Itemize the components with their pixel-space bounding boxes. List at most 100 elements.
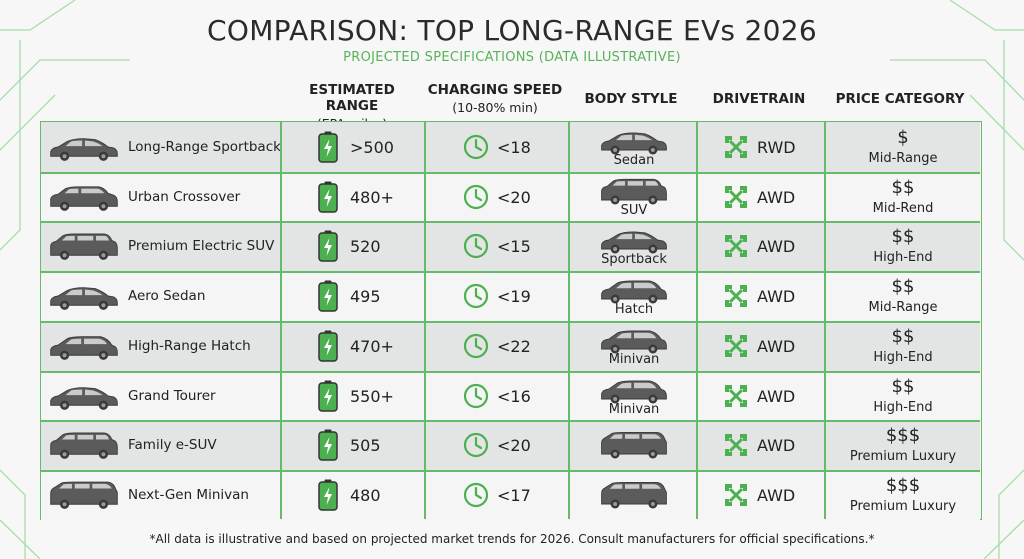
price-symbol: $ xyxy=(897,127,909,148)
range-value: 550+ xyxy=(350,386,394,406)
car-icon xyxy=(47,122,121,172)
car-icon xyxy=(47,470,121,520)
header-charging-title: CHARGING SPEED xyxy=(427,82,563,98)
price-category: Mid-Rend xyxy=(872,201,934,216)
body-style-icon xyxy=(598,420,670,470)
body-style-icon xyxy=(598,116,670,166)
charging-value: <18 xyxy=(497,137,531,157)
body-style-icon xyxy=(598,166,670,216)
body-style-icon xyxy=(598,265,670,315)
clock-icon xyxy=(463,470,489,520)
range-value: 495 xyxy=(350,286,381,306)
model-name: Premium Electric SUV xyxy=(128,238,275,254)
charging-value: <22 xyxy=(497,336,531,356)
price-category: Mid-Range xyxy=(868,300,938,315)
row-divider xyxy=(41,221,980,223)
price-symbol: $$ xyxy=(891,226,915,247)
range-value: 470+ xyxy=(350,336,394,356)
column-divider xyxy=(280,122,282,519)
header-body-title: BODY STYLE xyxy=(584,91,678,107)
price-category: High-End xyxy=(873,250,933,265)
battery-icon xyxy=(318,470,338,520)
body-style-label: Sedan xyxy=(613,153,655,168)
battery-icon xyxy=(318,420,338,470)
drivetrain-value: AWD xyxy=(757,236,796,256)
clock-icon xyxy=(463,321,489,371)
table-row: Grand Tourer 550+ <16 Minivan AWD $$ Hig… xyxy=(41,371,980,421)
drivetrain-icon xyxy=(724,321,748,371)
drivetrain-icon xyxy=(724,420,748,470)
clock-icon xyxy=(463,420,489,470)
price-symbol: $$ xyxy=(891,326,915,347)
drivetrain-icon xyxy=(724,122,748,172)
column-divider xyxy=(568,122,570,519)
clock-icon xyxy=(463,122,489,172)
body-style-label: Sportback xyxy=(601,252,667,267)
range-value: 480+ xyxy=(350,187,394,207)
drivetrain-value: RWD xyxy=(757,137,796,157)
price-symbol: $$$ xyxy=(885,475,921,496)
car-icon xyxy=(47,371,121,421)
drivetrain-value: AWD xyxy=(757,386,796,406)
body-style-label: SUV xyxy=(620,203,648,218)
header-price-title: PRICE CATEGORY xyxy=(835,91,965,107)
price-symbol: $$ xyxy=(891,276,915,297)
model-name: Family e-SUV xyxy=(128,437,217,453)
charging-value: <17 xyxy=(497,485,531,505)
clock-icon xyxy=(463,221,489,271)
row-divider xyxy=(41,420,980,422)
price-category: Premium Luxury xyxy=(849,449,957,464)
clock-icon xyxy=(463,172,489,222)
header-body: BODY STYLE xyxy=(569,91,693,107)
battery-icon xyxy=(318,122,338,172)
clock-icon xyxy=(463,271,489,321)
header-drivetrain: DRIVETRAIN xyxy=(697,91,821,107)
model-name: Next-Gen Minivan xyxy=(128,487,249,503)
footnote: *All data is illustrative and based on p… xyxy=(149,532,875,546)
car-icon xyxy=(47,420,121,470)
table-row: Long-Range Sportback >500 <18 Sedan RWD … xyxy=(41,122,980,172)
model-name: High-Range Hatch xyxy=(128,338,251,354)
drivetrain-icon xyxy=(724,470,748,520)
drivetrain-value: AWD xyxy=(757,336,796,356)
table-row: Aero Sedan 495 <19 Hatch AWD $$ Mid-Rang… xyxy=(41,271,980,321)
header-charging-sub: (10-80% min) xyxy=(452,100,538,115)
row-divider xyxy=(41,271,980,273)
model-name: Aero Sedan xyxy=(128,288,206,304)
column-divider xyxy=(696,122,698,519)
drivetrain-icon xyxy=(724,172,748,222)
body-style-icon xyxy=(598,470,670,520)
column-divider xyxy=(424,122,426,519)
header-price: PRICE CATEGORY xyxy=(825,91,975,107)
body-style-icon xyxy=(598,315,670,365)
range-value: 520 xyxy=(350,236,381,256)
row-divider xyxy=(41,321,980,323)
table-row: Urban Crossover 480+ <20 SUV AWD $$ Mid-… xyxy=(41,172,980,222)
price-category: Premium Luxury xyxy=(849,499,957,514)
table-row: Premium Electric SUV 520 <15 Sportback A… xyxy=(41,221,980,271)
price-symbol: $$$ xyxy=(885,425,921,446)
table-row: High-Range Hatch 470+ <22 Minivan AWD $$… xyxy=(41,321,980,371)
comparison-table: Long-Range Sportback >500 <18 Sedan RWD … xyxy=(40,121,982,520)
drivetrain-icon xyxy=(724,371,748,421)
charging-value: <20 xyxy=(497,187,531,207)
body-style-label: Minivan xyxy=(608,402,660,417)
car-icon xyxy=(47,172,121,222)
range-value: 505 xyxy=(350,435,381,455)
header-range-title: ESTIMATED RANGE xyxy=(309,82,395,114)
battery-icon xyxy=(318,321,338,371)
charging-value: <20 xyxy=(497,435,531,455)
header-drivetrain-title: DRIVETRAIN xyxy=(712,91,806,107)
range-value: 480 xyxy=(350,485,381,505)
battery-icon xyxy=(318,271,338,321)
drivetrain-value: AWD xyxy=(757,435,796,455)
model-name: Grand Tourer xyxy=(128,388,216,404)
row-divider xyxy=(41,172,980,174)
table-row: Family e-SUV 505 <20 AWD $$$ Premium Lux… xyxy=(41,420,980,470)
clock-icon xyxy=(463,371,489,421)
price-category: High-End xyxy=(873,400,933,415)
battery-icon xyxy=(318,172,338,222)
model-name: Urban Crossover xyxy=(128,189,241,205)
body-style-label: Hatch xyxy=(614,302,654,317)
car-icon xyxy=(47,321,121,371)
